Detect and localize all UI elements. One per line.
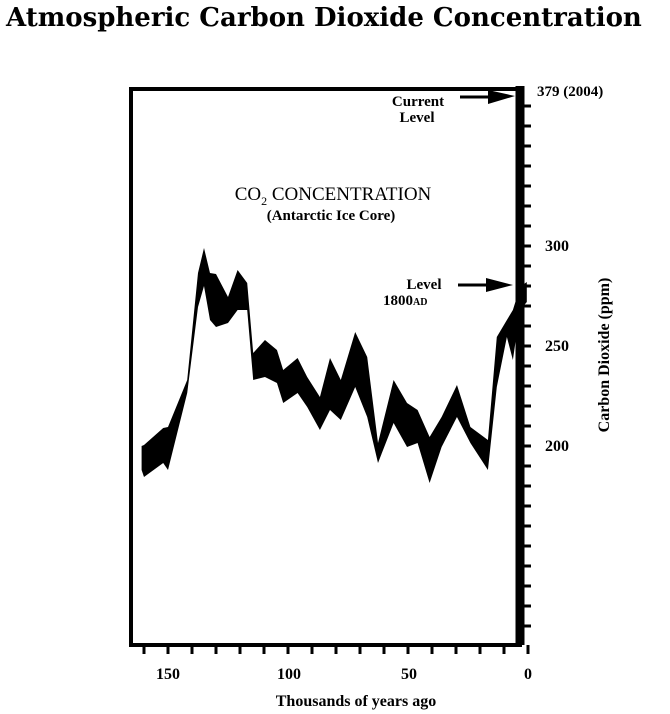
svg-text:Current: Current (392, 94, 444, 110)
plot-frame (129, 86, 525, 647)
arrow-head-icon (486, 278, 513, 292)
svg-text:Level: Level (400, 110, 435, 126)
x-tick-label: 0 (524, 666, 532, 683)
current-level-annotation: Current Level (392, 90, 515, 126)
y-tick-label: 300 (545, 238, 569, 255)
y-axis-label: Carbon Dioxide (ppm) (596, 278, 613, 433)
x-ticks (142, 645, 530, 654)
inner-subtitle: (Antarctic Ice Core) (267, 208, 396, 224)
x-tick-label: 150 (156, 666, 180, 683)
arrow-head-icon (488, 90, 515, 104)
chart-title: Atmospheric Carbon Dioxide Concentration (5, 3, 642, 33)
y-tick-label: 200 (545, 438, 569, 455)
x-tick-label: 100 (277, 666, 301, 683)
co2-band (141, 248, 527, 483)
svg-text:Level: Level (407, 277, 442, 293)
x-tick-label: 50 (401, 666, 417, 683)
y-ticks (522, 104, 531, 628)
svg-text:1800AD: 1800AD (383, 293, 427, 309)
inner-title: CO2 CONCENTRATION (235, 184, 432, 208)
top-value-label: 379 (2004) (537, 84, 603, 100)
y-tick-label: 250 (545, 338, 569, 355)
level-1800-annotation: Level 1800AD (383, 277, 513, 309)
x-axis-label: Thousands of years ago (276, 693, 436, 710)
